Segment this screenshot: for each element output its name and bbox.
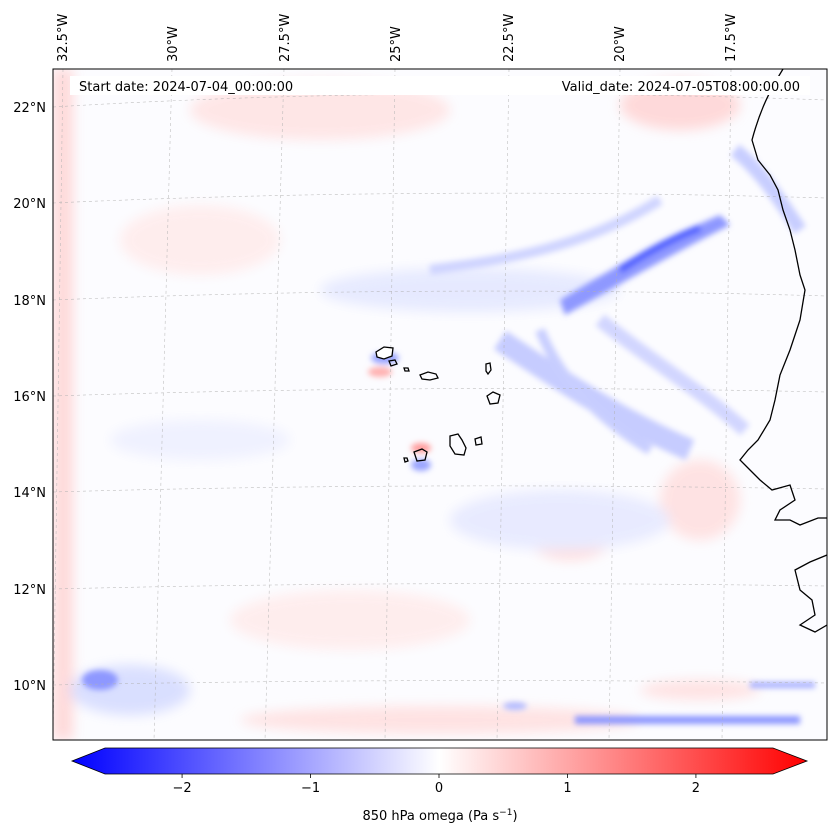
colorbar-bar [70,747,809,775]
lat-label: 20°N [13,197,46,212]
map-panel [53,69,827,740]
colorbar-tick-label: 0 [435,781,443,796]
lon-label: 27.5°W [278,14,293,62]
lon-label: 22.5°W [502,14,517,62]
gridlines [53,69,827,740]
start-date-label: Start date: 2024-07-04_00:00:00 [79,80,293,95]
map-frame [52,68,828,741]
lon-label: 20°W [613,26,628,62]
header-strip [70,76,810,95]
colorbar-label: 850 hPa omega (Pa s−1) [362,808,517,824]
valid-date-label: Valid_date: 2024-07-05T08:00:00.00 [562,80,800,95]
lon-label: 30°W [166,26,181,62]
colorbar-tick-label: −1 [301,781,320,796]
lon-label: 17.5°W [724,14,739,62]
colorbar-tick-label: 1 [563,781,571,796]
colorbar-ticks: −2 −1 0 1 2 [172,774,700,796]
lat-label: 14°N [13,486,46,501]
lon-label: 25°W [389,26,404,62]
lat-label: 10°N [13,679,46,694]
lat-label: 12°N [13,583,46,598]
lat-label: 16°N [13,390,46,405]
latitude-labels: 22°N 20°N 18°N 16°N 14°N 12°N 10°N [13,101,46,694]
colorbar-tick-label: 2 [692,781,700,796]
lat-label: 18°N [13,294,46,309]
longitude-labels: 32.5°W 30°W 27.5°W 25°W 22.5°W 20°W 17.5… [56,14,739,62]
lat-label: 22°N [13,101,46,116]
colorbar-tick-label: −2 [172,781,191,796]
coastline [375,69,827,633]
colorbar: −2 −1 0 1 2 850 hPa omega (Pa s−1) [70,747,809,824]
lon-label: 32.5°W [56,14,71,62]
